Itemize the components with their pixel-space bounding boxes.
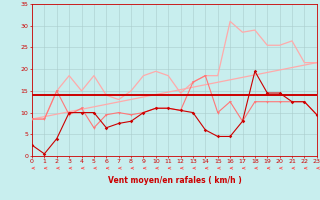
X-axis label: Vent moyen/en rafales ( km/h ): Vent moyen/en rafales ( km/h ) [108, 176, 241, 185]
